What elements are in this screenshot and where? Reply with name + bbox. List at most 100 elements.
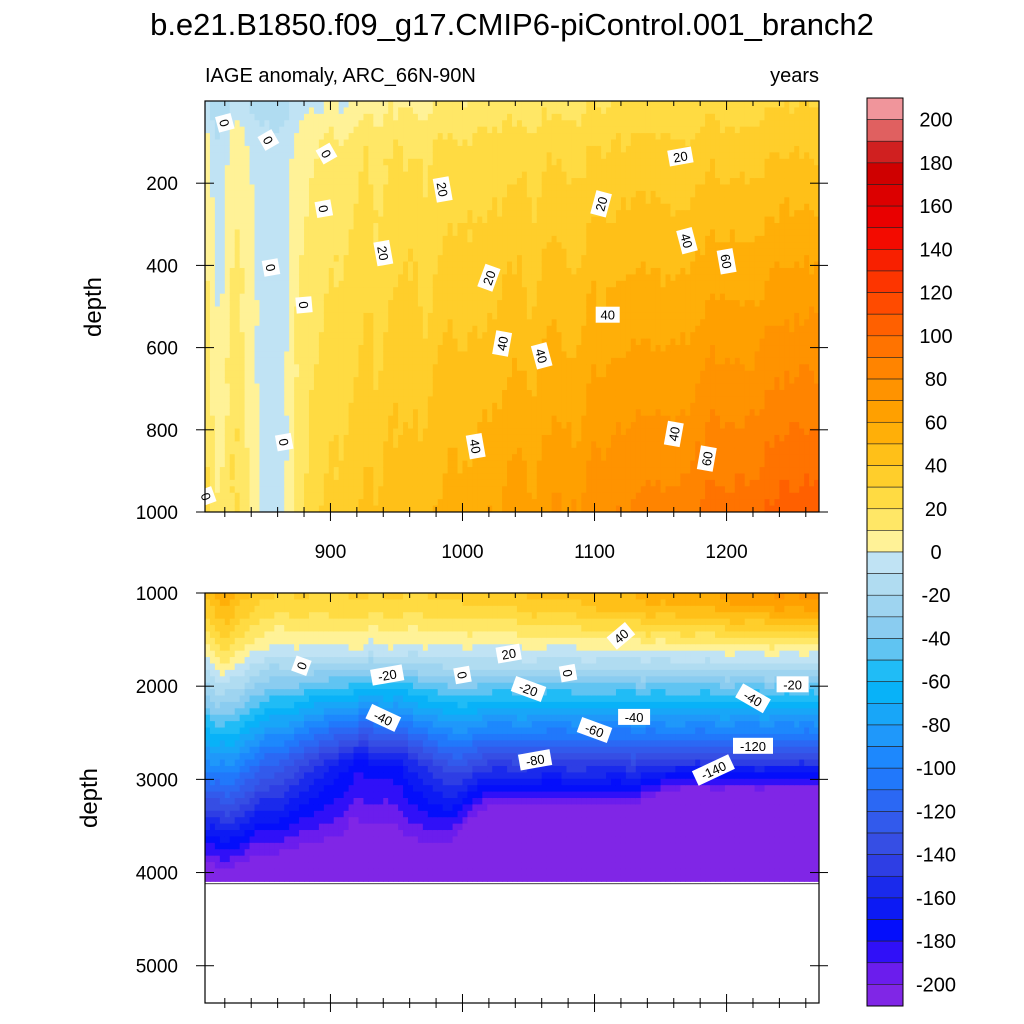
contour-cell bbox=[318, 351, 325, 359]
contour-cell bbox=[388, 370, 394, 378]
contour-cell bbox=[586, 325, 592, 333]
contour-cell bbox=[383, 492, 389, 500]
contour-cell bbox=[353, 377, 360, 385]
contour-cell bbox=[318, 454, 325, 462]
contour-cell bbox=[442, 486, 449, 494]
contour-cell bbox=[546, 139, 553, 147]
contour-cell bbox=[541, 300, 548, 308]
contour-cell bbox=[551, 306, 558, 314]
contour-cell bbox=[383, 434, 389, 442]
contour-cell bbox=[289, 126, 295, 134]
contour-cell bbox=[586, 120, 592, 128]
contour-cell bbox=[343, 409, 350, 417]
contour-cell bbox=[353, 479, 360, 487]
contour-cell bbox=[259, 319, 266, 327]
contour-cell bbox=[368, 486, 374, 494]
contour-cell bbox=[244, 171, 251, 179]
contour-cell bbox=[417, 319, 424, 327]
contour-cell bbox=[516, 441, 523, 449]
contour-cell bbox=[214, 370, 221, 378]
contour-cell bbox=[586, 389, 592, 397]
contour-cell bbox=[531, 415, 538, 423]
contour-cell bbox=[358, 383, 365, 391]
contour-cell bbox=[308, 165, 315, 173]
contour-cell bbox=[229, 345, 236, 353]
contour-cell bbox=[551, 190, 558, 198]
contour-cell bbox=[289, 428, 295, 436]
contour-cell bbox=[566, 402, 573, 410]
contour-cell bbox=[408, 293, 414, 301]
contour-cell bbox=[378, 460, 384, 468]
contour-cell bbox=[482, 428, 488, 436]
contour-cell bbox=[398, 505, 404, 512]
contour-cell bbox=[383, 101, 389, 109]
contour-cell bbox=[214, 107, 221, 115]
contour-cell bbox=[576, 325, 582, 333]
contour-cell bbox=[308, 145, 315, 153]
contour-cell bbox=[526, 145, 533, 153]
contour-cell bbox=[452, 357, 459, 365]
contour-cell bbox=[214, 178, 221, 186]
contour-cell bbox=[304, 216, 310, 224]
contour-cell bbox=[467, 133, 473, 141]
contour-cell bbox=[452, 267, 459, 275]
contour-cell bbox=[417, 120, 424, 128]
contour-cell bbox=[437, 434, 444, 442]
contour-cell bbox=[358, 242, 365, 250]
contour-cell bbox=[492, 248, 498, 256]
contour-cell bbox=[205, 107, 211, 115]
contour-cell bbox=[571, 332, 577, 340]
contour-cell bbox=[556, 447, 563, 455]
contour-cell bbox=[269, 235, 275, 243]
contour-cell bbox=[338, 120, 345, 128]
contour-cell bbox=[328, 505, 335, 512]
contour-cell bbox=[447, 332, 454, 340]
contour-cell bbox=[353, 325, 360, 333]
contour-cell bbox=[214, 280, 221, 288]
contour-cell bbox=[452, 473, 459, 481]
contour-cell bbox=[551, 389, 558, 397]
contour-cell bbox=[313, 139, 320, 147]
contour-cell bbox=[368, 441, 374, 449]
contour-cell bbox=[343, 255, 350, 263]
contour-cell bbox=[546, 223, 553, 231]
contour-cell bbox=[403, 248, 409, 256]
contour-cell bbox=[378, 190, 384, 198]
contour-cell bbox=[294, 242, 300, 250]
contour-cell bbox=[353, 351, 360, 359]
contour-cell bbox=[259, 223, 266, 231]
contour-cell bbox=[279, 267, 285, 275]
contour-cell bbox=[289, 223, 295, 231]
contour-cell bbox=[368, 357, 374, 365]
contour-cell bbox=[284, 261, 290, 269]
contour-cell bbox=[254, 492, 261, 500]
contour-cell bbox=[294, 377, 300, 385]
contour-cell bbox=[512, 467, 518, 475]
contour-cell bbox=[467, 197, 473, 205]
contour-cell bbox=[229, 158, 236, 166]
contour-cell bbox=[472, 402, 478, 410]
contour-cell bbox=[398, 165, 404, 173]
contour-cell bbox=[492, 389, 498, 397]
contour-cell bbox=[373, 261, 379, 269]
contour-cell bbox=[521, 223, 528, 231]
contour-cell bbox=[576, 107, 582, 115]
contour-cell bbox=[219, 499, 226, 507]
contour-cell bbox=[333, 306, 340, 314]
contour-cell bbox=[363, 467, 369, 475]
contour-cell bbox=[507, 300, 513, 308]
contour-cell bbox=[556, 486, 563, 494]
contour-cell bbox=[353, 210, 360, 218]
contour-cell bbox=[205, 415, 211, 423]
contour-cell bbox=[383, 216, 389, 224]
contour-cell bbox=[403, 235, 409, 243]
contour-cell bbox=[571, 370, 577, 378]
contour-cell bbox=[502, 370, 508, 378]
contour-cell bbox=[229, 319, 236, 327]
contour-cell bbox=[492, 473, 498, 481]
contour-cell bbox=[437, 428, 444, 436]
contour-cell bbox=[368, 415, 374, 423]
contour-cell bbox=[502, 190, 508, 198]
contour-cell bbox=[576, 139, 582, 147]
contour-cell bbox=[234, 312, 241, 320]
